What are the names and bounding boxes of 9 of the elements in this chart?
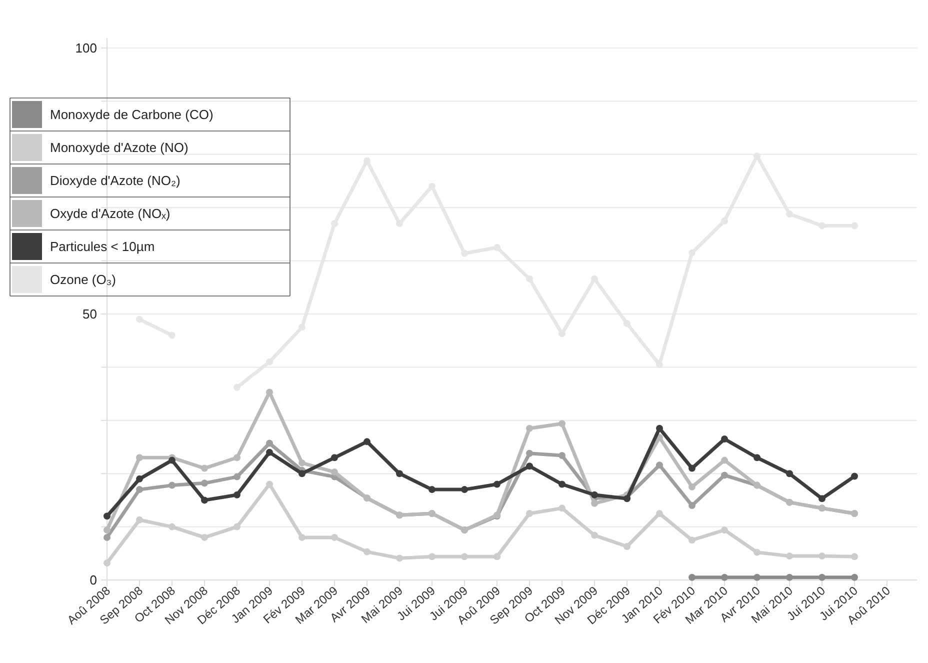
legend-label: Oxyde d'Azote (NOₓ) — [50, 206, 170, 222]
legend-label: Monoxyde de Carbone (CO) — [50, 107, 214, 122]
legend-label: Particules < 10µm — [50, 239, 155, 254]
y-tick-label: 50 — [82, 306, 97, 322]
y-tick-label: 0 — [90, 572, 97, 588]
y-tick-label: 100 — [75, 40, 97, 56]
legend-label: Dioxyde d'Azote (NO₂) — [50, 173, 180, 188]
legend-label: Monoxyde d'Azote (NO) — [50, 140, 188, 156]
legend-label: Ozone (O₃) — [50, 272, 116, 288]
